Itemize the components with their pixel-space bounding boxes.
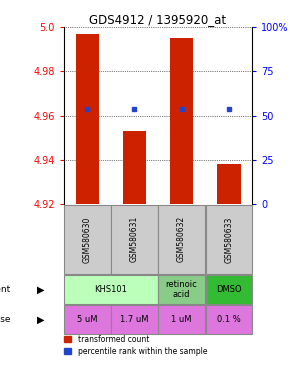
- Text: dose: dose: [0, 315, 11, 324]
- Bar: [123, 131, 146, 204]
- Text: ▶: ▶: [37, 315, 45, 325]
- Text: 1.7 uM: 1.7 uM: [120, 315, 149, 324]
- Text: 5 uM: 5 uM: [77, 315, 98, 324]
- Text: GSM580632: GSM580632: [177, 216, 186, 262]
- Text: KHS101: KHS101: [95, 285, 127, 294]
- FancyBboxPatch shape: [158, 205, 205, 273]
- FancyBboxPatch shape: [111, 305, 158, 334]
- Text: 0.1 %: 0.1 %: [217, 315, 241, 324]
- Text: retinoic
acid: retinoic acid: [166, 280, 197, 299]
- FancyBboxPatch shape: [64, 275, 158, 304]
- Text: ▶: ▶: [37, 285, 45, 295]
- FancyBboxPatch shape: [206, 305, 252, 334]
- FancyBboxPatch shape: [64, 305, 110, 334]
- FancyBboxPatch shape: [206, 205, 252, 273]
- Text: 1 uM: 1 uM: [171, 315, 192, 324]
- Bar: [170, 38, 193, 204]
- Bar: [76, 33, 99, 204]
- Bar: [217, 164, 240, 204]
- FancyBboxPatch shape: [158, 275, 205, 304]
- FancyBboxPatch shape: [64, 205, 110, 273]
- Text: DMSO: DMSO: [216, 285, 242, 294]
- FancyBboxPatch shape: [206, 275, 252, 304]
- Text: GSM580630: GSM580630: [83, 216, 92, 263]
- Legend: transformed count, percentile rank within the sample: transformed count, percentile rank withi…: [64, 335, 207, 356]
- FancyBboxPatch shape: [158, 305, 205, 334]
- Text: GSM580633: GSM580633: [224, 216, 233, 263]
- Title: GDS4912 / 1395920_at: GDS4912 / 1395920_at: [90, 13, 226, 26]
- Text: agent: agent: [0, 285, 11, 294]
- Text: GSM580631: GSM580631: [130, 216, 139, 262]
- FancyBboxPatch shape: [111, 205, 158, 273]
